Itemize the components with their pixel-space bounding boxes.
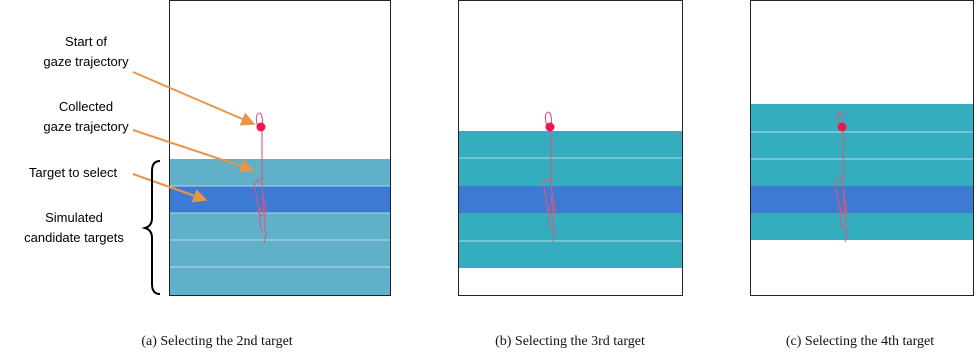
trajectory-start-dot: [837, 122, 847, 132]
candidate-row-1: [751, 104, 973, 132]
caption-a: (a) Selecting the 2nd target: [141, 334, 292, 349]
panel-b: [458, 0, 683, 296]
panel-c: [750, 0, 974, 296]
start-arrow: [132, 71, 256, 126]
trajectory-start-dot: [256, 122, 266, 132]
candidate-row-1: [459, 131, 682, 158]
start-label-line1: Start of: [65, 34, 107, 49]
candidate-row-4: [459, 213, 682, 241]
candidate-row-2: [459, 158, 682, 186]
caption-b: (b) Selecting the 3rd target: [495, 334, 645, 349]
collected-label-line1: Collected: [59, 99, 113, 114]
candidate-row-3: [751, 159, 973, 186]
candidate-row-1: [170, 159, 390, 186]
candidate-row-5: [459, 241, 682, 268]
start-label-line2: gaze trajectory: [43, 54, 129, 69]
selected-target-row: [751, 186, 973, 213]
candidate-row-4: [170, 240, 390, 267]
caption-c: (c) Selecting the 4th target: [786, 334, 934, 349]
simulated-label-line2: candidate targets: [24, 230, 124, 245]
candidates-brace: [141, 160, 161, 295]
target-label: Target to select: [29, 165, 118, 180]
collected-label-line2: gaze trajectory: [43, 119, 129, 134]
candidate-row-3: [170, 213, 390, 240]
candidate-row-2: [751, 132, 973, 159]
selected-target-row: [459, 186, 682, 213]
trajectory-start-dot: [545, 122, 555, 132]
panel-a-rows: [170, 159, 390, 295]
candidate-row-5: [170, 267, 390, 295]
collected-arrow: [132, 129, 255, 173]
panel-a: [169, 0, 391, 296]
candidate-row-5: [751, 213, 973, 240]
annotations: Start of gaze trajectory Collected gaze …: [24, 34, 256, 295]
simulated-label-line1: Simulated: [45, 210, 103, 225]
target-arrow: [132, 173, 208, 203]
